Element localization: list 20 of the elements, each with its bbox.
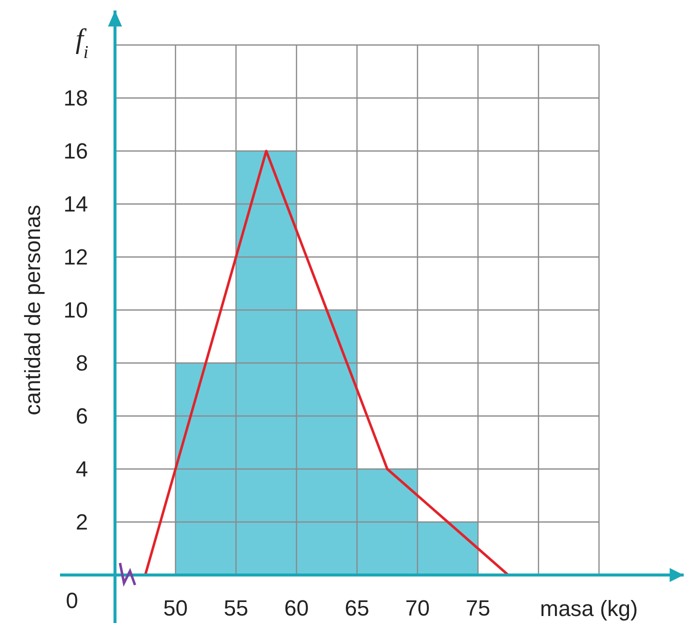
x-axis-title: masa (kg) <box>540 596 638 620</box>
y-tick-label: 10 <box>64 298 88 322</box>
text: 0 <box>66 588 78 612</box>
y-tick-label: 14 <box>64 192 88 216</box>
x-tick-label: 75 <box>466 596 490 620</box>
y-tick-label: 12 <box>64 244 88 270</box>
x-tick-label: 55 <box>224 596 248 620</box>
y-tick-label: 6 <box>76 404 88 428</box>
x-tick-label: 60 <box>284 596 309 620</box>
y-tick-label: 4 <box>76 456 88 482</box>
y-axis-title: cantidad de personas <box>20 204 44 416</box>
x-tick-label: 50 <box>163 596 188 620</box>
y-tick-label: 2 <box>76 510 88 534</box>
y-tick-label: 18 <box>64 86 88 110</box>
line-series <box>144 150 510 576</box>
y-tick-label: 16 <box>64 138 88 164</box>
text: f$_{i}$ <box>76 24 88 62</box>
y-tick-label: 8 <box>76 350 88 376</box>
x-tick-label: 65 <box>344 596 370 620</box>
x-tick-label: 70 <box>405 596 430 620</box>
